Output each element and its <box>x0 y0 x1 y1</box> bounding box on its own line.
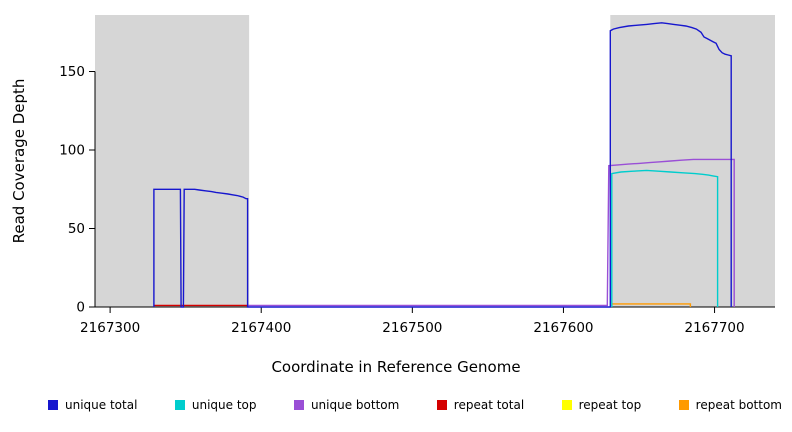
legend-swatch <box>678 400 689 410</box>
legend-swatch <box>174 400 185 410</box>
y-tick-label: 150 <box>59 64 85 80</box>
legend-swatch <box>293 400 304 410</box>
legend-item-unique-top: unique top <box>174 398 257 412</box>
x-tick-label: 2167700 <box>684 320 744 336</box>
legend: unique total unique top unique bottom repea… <box>0 398 792 412</box>
coverage-plot: 2167300 2167400 2167500 2167600 2167700 0 50 10… <box>10 15 775 336</box>
legend-label: unique bottom <box>310 398 400 412</box>
series-unique-total <box>153 22 732 308</box>
shaded-region <box>95 15 250 307</box>
legend-item-repeat-top: repeat top <box>561 398 642 412</box>
y-tick-label: 0 <box>76 300 85 316</box>
y-tick-label: 100 <box>59 143 85 159</box>
legend-swatch <box>436 400 447 410</box>
series-unique-bottom <box>247 158 735 307</box>
x-tick-label: 2167600 <box>533 320 593 336</box>
legend-label: repeat top <box>578 398 642 412</box>
y-tick-label: 50 <box>68 221 85 237</box>
x-tick-label: 2167300 <box>80 320 140 336</box>
legend-swatch <box>48 400 58 410</box>
legend-label: unique total <box>65 398 138 412</box>
legend-label: repeat total <box>453 398 525 412</box>
y-axis-title: Read Coverage Depth <box>10 79 28 244</box>
legend-item-repeat-bottom: repeat bottom <box>678 398 782 412</box>
x-tick-label: 2167500 <box>382 320 442 336</box>
series-unique-top <box>611 169 719 307</box>
legend-label: repeat bottom <box>695 398 782 412</box>
series-repeat-bottom <box>611 303 692 307</box>
x-tick-label: 2167400 <box>231 320 291 336</box>
shaded-region <box>610 15 775 307</box>
legend-item-unique-total: unique total <box>48 398 137 412</box>
x-axis-title: Coordinate in Reference Genome <box>271 358 521 376</box>
legend-swatch <box>561 400 572 410</box>
legend-label: unique top <box>191 398 257 412</box>
legend-item-repeat-total: repeat total <box>436 398 525 412</box>
legend-item-unique-bottom: unique bottom <box>293 398 400 412</box>
